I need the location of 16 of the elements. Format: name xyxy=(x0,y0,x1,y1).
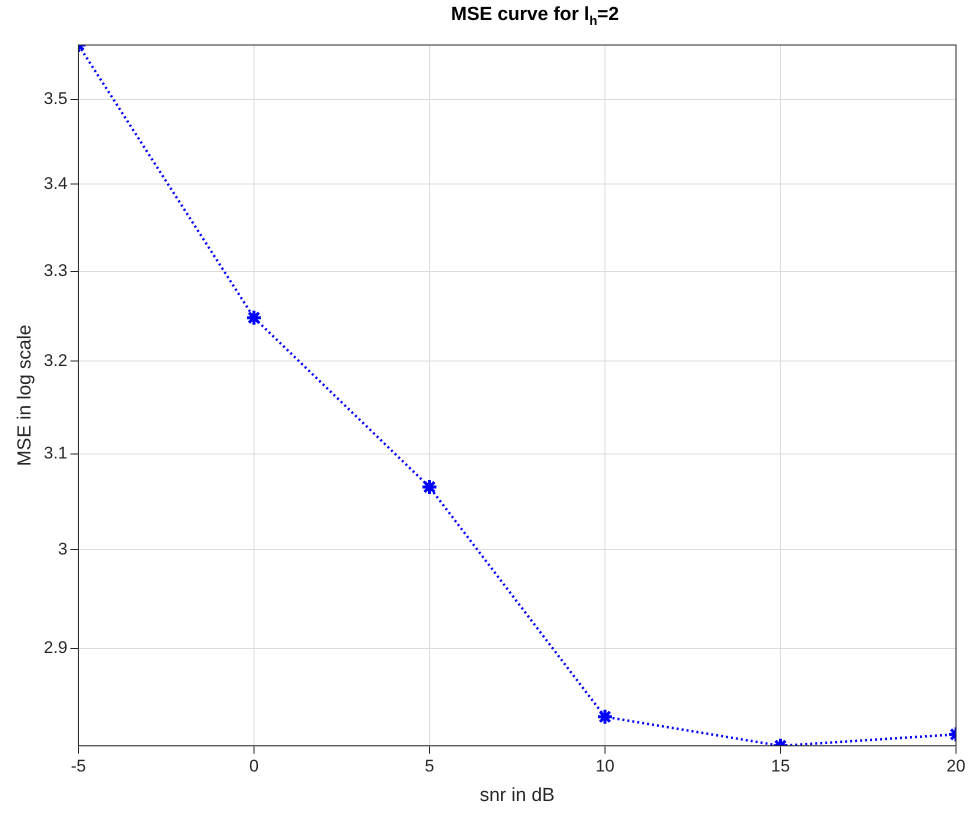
y-tick-label: 2.9 xyxy=(44,638,68,658)
y-tick-label: 3.1 xyxy=(44,444,68,463)
x-tick-label: 15 xyxy=(771,756,790,776)
y-tick-label: 3 xyxy=(58,539,68,558)
x-axis-title: snr in dB xyxy=(480,784,555,806)
y-tick-label: 3.2 xyxy=(44,350,68,370)
x-tick-label: 0 xyxy=(249,756,259,776)
x-tick-label: 20 xyxy=(946,756,966,776)
x-tick-label: 5 xyxy=(424,756,434,776)
chart-title: MSE curve for l$_{h}$=2 xyxy=(450,4,620,28)
y-axis-title: MSE in log scale xyxy=(14,324,36,466)
y-tick-label: 3.5 xyxy=(44,89,68,108)
x-tick-label: 10 xyxy=(596,756,614,776)
y-tick-label: 3.4 xyxy=(44,174,68,193)
x-tick-label: -5 xyxy=(70,756,86,776)
y-tick-label: 3.3 xyxy=(44,261,68,280)
